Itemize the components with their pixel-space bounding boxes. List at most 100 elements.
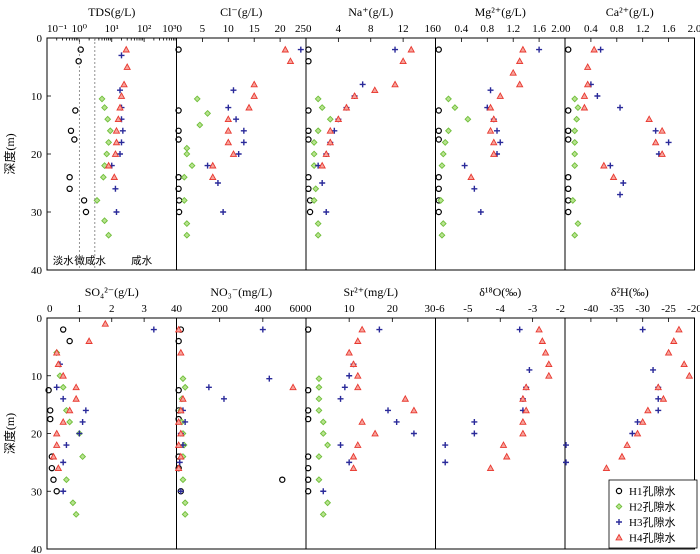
y-axis-title: 深度(m) xyxy=(2,133,17,174)
data-point-h1 xyxy=(565,107,572,114)
data-point-h2 xyxy=(183,231,191,239)
data-point-h4 xyxy=(502,452,511,460)
data-point-h3 xyxy=(341,384,348,391)
x-tick-label: 10¹ xyxy=(105,23,119,35)
x-tick-label: -6 xyxy=(436,303,446,315)
legend-label: H4孔隙水 xyxy=(629,531,675,545)
data-point-h2 xyxy=(571,95,579,103)
panel-9: -6 -5 -4 -3 -2 δ¹⁸O(‰) xyxy=(435,285,566,550)
panel-7: 0 200 400 600 NO₃⁻(mg/L) xyxy=(174,285,307,550)
panel-title: Na⁺(g/L) xyxy=(348,5,393,19)
x-tick-label: 4 xyxy=(171,303,177,315)
data-point-h1 xyxy=(435,127,442,134)
data-point-h4 xyxy=(179,394,187,402)
data-point-h4 xyxy=(349,360,358,368)
y-axes: 0 10 20 30 40 深度(m) 0 10 20 30 40 深度(m) xyxy=(2,33,51,554)
data-point-h4 xyxy=(486,464,495,471)
x-tick-label: 10 xyxy=(223,23,235,35)
data-point-h3 xyxy=(60,488,67,495)
data-point-h1 xyxy=(304,407,312,414)
panel-title: Mg²⁺(g/L) xyxy=(475,5,526,19)
data-point-h1 xyxy=(77,46,84,53)
data-point-h3 xyxy=(323,209,330,215)
data-point-h4 xyxy=(229,150,238,157)
data-point-h4 xyxy=(101,319,110,327)
data-point-h1 xyxy=(304,464,312,472)
data-point-h2 xyxy=(66,418,74,426)
data-point-h4 xyxy=(65,406,74,414)
data-point-h3 xyxy=(118,52,125,59)
data-point-h4 xyxy=(519,394,527,402)
data-point-h3 xyxy=(337,442,344,449)
data-point-h3 xyxy=(266,375,273,382)
data-point-h4 xyxy=(334,115,343,123)
data-point-h1 xyxy=(435,46,442,53)
data-point-h3 xyxy=(346,459,353,466)
data-point-h4 xyxy=(174,441,183,448)
data-point-h3 xyxy=(376,326,383,333)
x-tick-label: 0.4 xyxy=(455,23,469,35)
data-point-h4 xyxy=(286,57,295,65)
x-tick-label: 2.0 xyxy=(551,23,565,35)
y-tick-label: 0 xyxy=(37,313,43,325)
data-point-h4 xyxy=(208,161,217,169)
data-point-h4 xyxy=(354,337,362,344)
data-point-h3 xyxy=(471,418,478,425)
data-point-h4 xyxy=(496,92,505,99)
data-point-h2 xyxy=(103,150,111,158)
x-tick-label: 15 xyxy=(249,23,261,35)
data-point-h4 xyxy=(541,348,550,356)
data-point-h4 xyxy=(519,418,527,425)
data-point-h1 xyxy=(53,488,60,495)
data-point-h2 xyxy=(315,395,323,403)
data-point-h2 xyxy=(438,231,446,239)
data-point-h4 xyxy=(675,325,683,333)
panel-2: 0 5 10 15 20 25 Cl⁻(g/L) xyxy=(175,5,307,271)
data-point-h2 xyxy=(438,162,446,170)
data-point-h4 xyxy=(72,394,80,402)
data-point-h4 xyxy=(583,63,592,70)
data-point-h2 xyxy=(98,95,106,103)
data-point-h2 xyxy=(179,476,187,484)
data-point-h1 xyxy=(45,386,52,394)
x-tick-label: 1.2 xyxy=(506,23,520,35)
data-point-h3 xyxy=(442,442,449,449)
data-point-h2 xyxy=(105,138,113,146)
y-tick-label: 10 xyxy=(31,371,43,383)
data-point-h3 xyxy=(655,395,662,402)
data-point-h2 xyxy=(314,220,322,228)
data-point-h2 xyxy=(439,220,447,228)
data-point-h3 xyxy=(320,488,327,495)
data-point-h2 xyxy=(445,95,452,103)
legend-label: H2孔隙水 xyxy=(629,500,675,514)
data-point-h4 xyxy=(54,360,63,368)
data-point-h4 xyxy=(112,138,121,146)
data-point-h1 xyxy=(305,107,312,114)
x-tick-label: 0 xyxy=(47,303,53,315)
y-axis-2: 0 10 20 30 40 深度(m) xyxy=(2,313,51,554)
data-point-h2 xyxy=(183,220,191,228)
data-point-h2 xyxy=(569,196,577,204)
data-point-h2 xyxy=(314,95,322,103)
data-point-h2 xyxy=(106,127,114,135)
x-tick-label: 3 xyxy=(141,303,147,315)
data-point-h4 xyxy=(349,452,358,460)
data-point-h3 xyxy=(563,459,569,466)
data-point-h3 xyxy=(177,488,184,495)
data-point-h1 xyxy=(175,386,182,394)
legend-item-h1: H1孔隙水 xyxy=(615,484,675,498)
x-tick-label: 2.0 xyxy=(688,23,700,35)
data-point-h4 xyxy=(486,103,495,111)
data-point-h4 xyxy=(638,418,647,425)
data-point-h1 xyxy=(565,208,572,216)
data-point-h2 xyxy=(324,441,332,449)
panel-title: Cl⁻(g/L) xyxy=(220,5,262,19)
data-point-h3 xyxy=(60,459,67,466)
data-point-h3 xyxy=(594,93,601,99)
x-tick-label: 4 xyxy=(336,23,342,35)
data-point-h2 xyxy=(571,138,579,146)
data-point-h1 xyxy=(72,107,79,114)
data-point-h2 xyxy=(315,406,323,414)
x-tick-label: 16 xyxy=(425,23,437,35)
